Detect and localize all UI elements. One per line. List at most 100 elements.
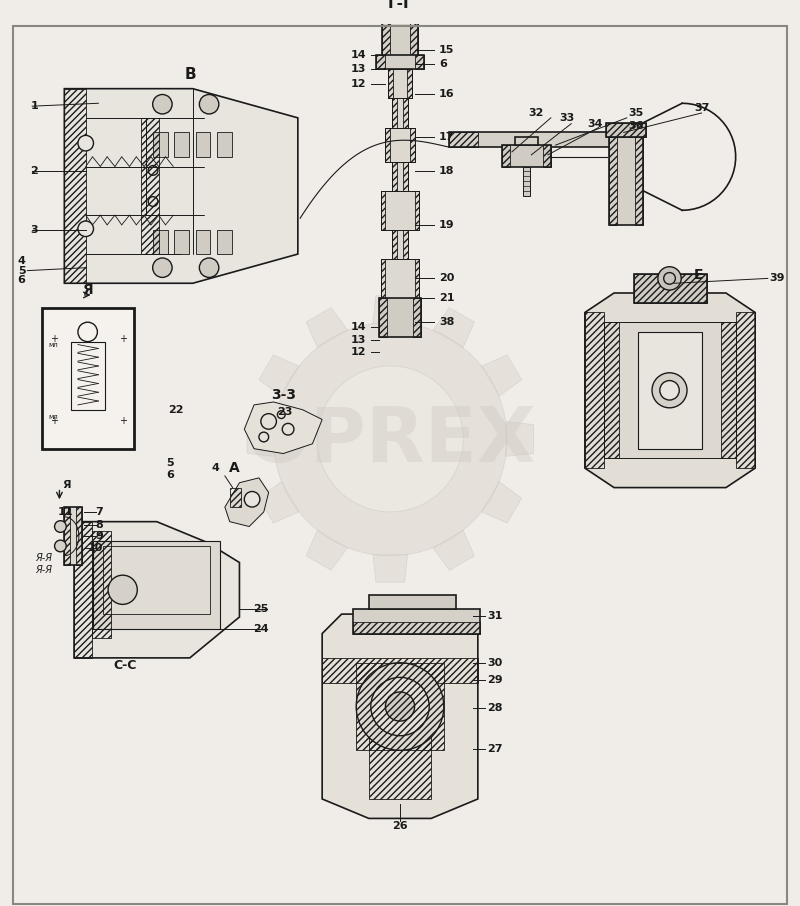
Bar [604,323,619,458]
Text: 22: 22 [169,405,184,415]
Text: 17: 17 [439,132,454,142]
Bar [142,118,159,254]
Polygon shape [585,293,755,487]
Circle shape [244,491,260,507]
Bar [634,274,706,303]
Polygon shape [433,530,474,570]
Bar [502,145,510,167]
Text: 4: 4 [211,463,219,473]
Bar [94,541,220,629]
Bar [369,733,431,799]
Text: 6: 6 [18,275,26,285]
Bar [64,507,82,565]
Circle shape [356,663,444,750]
Text: 30: 30 [487,659,503,669]
Bar [413,298,422,337]
Bar [74,522,91,658]
Text: 9: 9 [95,531,103,541]
Bar [388,69,393,99]
Bar [354,609,480,633]
Text: В: В [185,66,197,82]
Bar [610,128,643,225]
Bar [381,191,419,230]
Bar [64,507,70,565]
Text: 18: 18 [439,167,454,177]
Circle shape [78,221,94,236]
Bar [381,259,419,298]
Polygon shape [259,355,299,396]
Circle shape [660,381,679,400]
Polygon shape [244,402,322,454]
Text: 14: 14 [350,322,366,333]
Bar [614,132,643,147]
Polygon shape [373,554,408,583]
Bar [721,323,736,458]
Text: 27: 27 [487,745,503,755]
Text: 28: 28 [487,703,503,713]
Bar [230,487,242,507]
Bar [610,128,617,225]
Text: 21: 21 [439,293,454,303]
Text: 12: 12 [350,79,366,89]
Circle shape [54,540,66,552]
Text: 39: 39 [770,274,786,284]
Text: Г-Г: Г-Г [387,0,413,11]
Text: 2: 2 [30,167,38,177]
Text: 11: 11 [58,507,73,517]
Text: OPREX: OPREX [245,404,535,477]
Polygon shape [306,530,348,570]
Bar [386,128,414,161]
Bar [606,122,646,138]
Text: 6: 6 [439,59,446,70]
Polygon shape [322,614,478,818]
Text: 24: 24 [253,623,269,633]
Text: 38: 38 [439,317,454,327]
Bar [386,128,390,161]
Circle shape [78,135,94,151]
Bar [392,161,397,191]
Text: Я-Я: Я-Я [35,553,52,563]
Text: 33: 33 [560,113,575,123]
Bar [196,230,210,254]
Bar [71,342,105,410]
Bar [91,532,111,639]
Bar [76,507,82,565]
Text: 5: 5 [18,265,26,275]
Text: 20: 20 [439,274,454,284]
Bar [635,128,643,225]
Bar [356,663,444,750]
Circle shape [153,94,172,114]
Bar [218,230,232,254]
Bar [638,332,702,448]
Bar [410,21,418,60]
Bar [42,308,134,448]
Text: +: + [50,333,58,343]
Bar [407,69,412,99]
Polygon shape [247,421,275,457]
Bar [153,132,168,157]
Bar [392,230,408,259]
Circle shape [199,258,219,277]
Bar [153,230,168,254]
Bar [196,132,210,157]
Circle shape [153,258,172,277]
Bar [585,313,604,468]
Bar [322,659,478,683]
Bar [174,132,189,157]
Bar [449,132,478,147]
Bar [515,138,538,145]
Bar [378,298,422,337]
Bar [381,191,386,230]
Polygon shape [506,421,534,457]
Text: 5: 5 [166,458,174,468]
Text: Я: Я [62,479,71,489]
Polygon shape [482,482,522,523]
Bar [414,191,419,230]
Circle shape [371,678,429,736]
Bar [502,145,551,167]
Bar [388,69,412,99]
Text: 31: 31 [487,611,503,621]
Text: С-С: С-С [113,660,136,672]
Polygon shape [259,482,299,523]
Bar [736,313,755,468]
